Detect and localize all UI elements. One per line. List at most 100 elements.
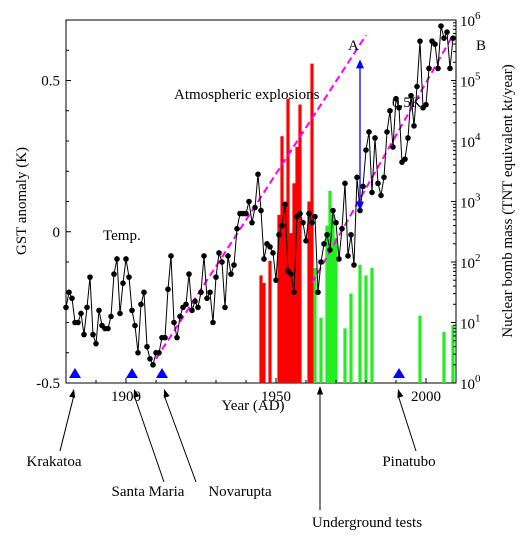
underground-bar <box>319 317 323 383</box>
temperature-point <box>378 192 384 199</box>
temperature-point <box>156 349 162 356</box>
temperature-point <box>432 41 438 47</box>
temperature-point <box>330 207 336 214</box>
temperature-point <box>258 207 264 214</box>
underground-bar <box>334 237 338 383</box>
temperature-point <box>171 319 177 326</box>
temperature-point <box>213 274 219 280</box>
temperature-point <box>375 180 381 187</box>
temperature-point <box>369 189 375 196</box>
atmospheric-bar <box>295 146 299 383</box>
temperature-point <box>276 231 282 238</box>
underground-bar <box>328 190 332 383</box>
temperature-line <box>65 25 454 367</box>
temperature-point <box>75 319 81 326</box>
temperature-point <box>204 295 210 302</box>
underground-bar <box>343 328 347 383</box>
temperature-series <box>63 23 456 368</box>
temperature-point <box>261 256 267 262</box>
temperature-point <box>282 201 288 208</box>
temperature-point <box>96 307 102 314</box>
temperature-point <box>444 29 450 35</box>
atmospheric-bar <box>277 214 281 383</box>
temperature-point <box>327 247 333 253</box>
volcano-triangle <box>156 368 168 378</box>
underground-bar <box>442 331 446 383</box>
temperature-point <box>351 262 357 268</box>
temperature-point <box>414 83 420 90</box>
right-tick-label: 104 <box>460 131 481 151</box>
temperature-point <box>105 325 111 332</box>
temperature-point <box>333 219 339 226</box>
temperature-point <box>393 95 399 102</box>
volcano-triangle <box>393 368 405 378</box>
temperature-point <box>114 256 120 262</box>
volcano-triangle <box>126 368 138 378</box>
temperature-point <box>78 310 84 317</box>
underground-bar <box>325 225 329 383</box>
left-tick-label: 0.5 <box>41 74 60 90</box>
temperature-point <box>324 231 330 238</box>
temperature-point <box>438 23 444 29</box>
axes: -0.5 0 0.5 1900 1950 2000 100 101 102 103 104 105 10… <box>36 10 481 405</box>
temperature-point <box>360 183 366 190</box>
temperature-point <box>384 129 390 135</box>
temperature-point <box>249 219 255 226</box>
shift-arrowhead-down <box>356 201 364 211</box>
temperature-point <box>390 144 396 150</box>
atmospheric-bar <box>259 275 263 383</box>
temperature-point <box>441 35 447 41</box>
shift-arrowhead-up <box>356 59 364 69</box>
temperature-point <box>252 204 258 211</box>
atmospheric-bar <box>286 98 290 384</box>
temperature-point <box>63 304 69 311</box>
right-tick-label: 103 <box>460 192 481 212</box>
temperature-point <box>132 322 138 329</box>
temperature-point <box>342 180 348 187</box>
callout-line <box>163 394 197 483</box>
temperature-point <box>222 304 228 311</box>
callout-arrowhead <box>69 389 76 398</box>
right-tick-label: 100 <box>460 373 481 393</box>
temperature-point <box>303 238 309 244</box>
callout-arrowhead <box>316 386 324 395</box>
temperature-point <box>210 319 216 326</box>
shift-label: 0.5K <box>392 95 422 111</box>
temperature-point <box>297 210 303 217</box>
right-tick-label: 106 <box>460 10 481 30</box>
trend-line-a-label: A <box>348 38 359 54</box>
temperature-point <box>366 129 372 135</box>
atmospheric-bar <box>262 282 266 383</box>
temperature-point <box>117 310 123 317</box>
temperature-point <box>273 277 279 283</box>
temperature-point <box>381 174 387 181</box>
temperature-point <box>87 274 93 280</box>
temperature-point <box>144 343 150 350</box>
right-axis-label: Nuclear bomb mass (TNT equivalent kt/yea… <box>500 64 516 337</box>
temperature-point <box>123 256 129 262</box>
temperature-point <box>291 289 297 296</box>
callout-line <box>397 394 417 452</box>
temperature-point <box>141 289 147 296</box>
temperature-point <box>228 271 234 277</box>
temperature-point <box>306 210 312 217</box>
temperature-point <box>120 280 126 286</box>
temperature-point <box>81 331 87 338</box>
temperature-point <box>234 225 240 232</box>
temperature-point <box>402 156 408 162</box>
volcano-triangle <box>69 368 81 378</box>
temperature-point <box>372 135 378 141</box>
temperature-point <box>300 219 306 226</box>
temperature-point <box>225 253 231 259</box>
temperature-point <box>435 65 441 72</box>
left-axis-label: GST anomaly (K) <box>14 147 30 255</box>
temperature-point <box>309 219 315 226</box>
volcano-label-krakatoa: Krakatoa <box>27 454 82 470</box>
temperature-point <box>111 271 117 277</box>
x-tick-label: 1900 <box>111 389 141 405</box>
temperature-point <box>108 313 114 320</box>
temperature-point <box>186 271 192 277</box>
temperature-point <box>201 253 207 259</box>
temperature-point <box>243 210 249 217</box>
